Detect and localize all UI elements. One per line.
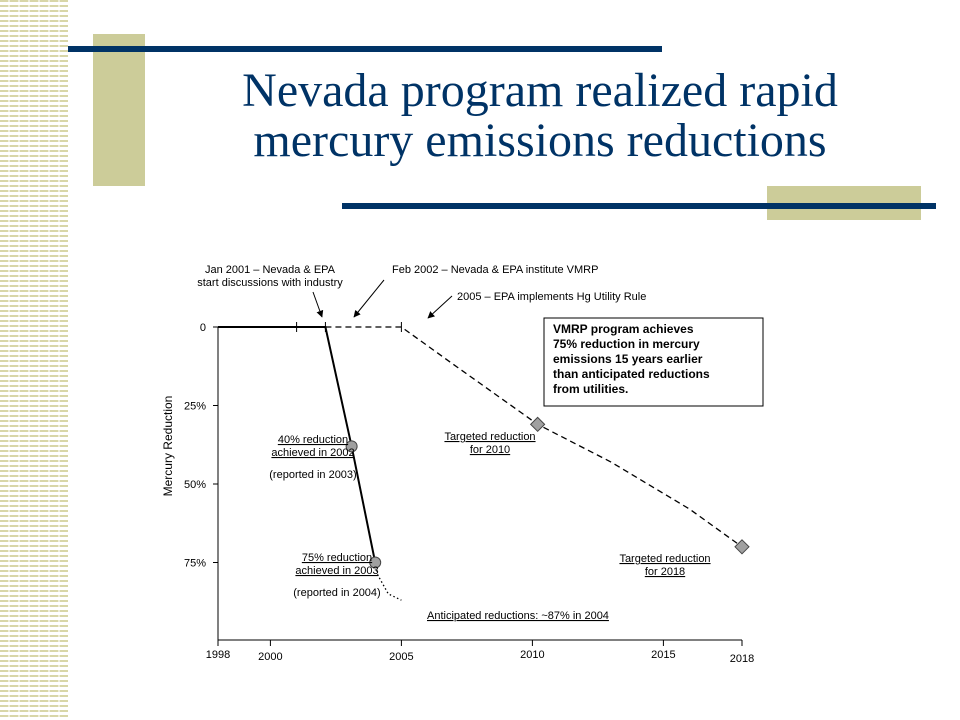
annotation-jan-2001: start discussions with industry	[197, 277, 343, 289]
decorative-stripes	[0, 0, 68, 720]
x-tick-label: 2000	[258, 651, 282, 663]
mercury-reduction-chart: 0 25% 50% 75% 1998 2000 2005 2010 2015 2018 Mercur…	[161, 264, 764, 665]
annotation-75-reported: (reported in 2004)	[293, 587, 380, 599]
annotation-75-reduction: 75% reduction	[302, 552, 372, 564]
annotation-40-reported: (reported in 2003)	[269, 469, 356, 481]
annotation-target-2010: Targeted reduction	[444, 431, 535, 443]
slide-title-line-1: Nevada program realized rapid	[242, 64, 838, 117]
annotation-feb-2002: Feb 2002 – Nevada & EPA institute VMRP	[392, 264, 598, 276]
x-tick-label: 1998	[206, 649, 230, 661]
chart-markers	[345, 416, 750, 569]
decor-navy-bar-bottom	[342, 203, 936, 209]
slide-title: Nevada program realized rapid mercury em…	[145, 66, 935, 166]
annotation-75-reduction: achieved in 2003	[295, 565, 378, 577]
annotation-box-line: from utilities.	[553, 382, 628, 396]
annotation-2005: 2005 – EPA implements Hg Utility Rule	[457, 291, 646, 303]
y-tick-label: 0	[200, 322, 206, 334]
slide-title-line-2: mercury emissions reductions	[253, 114, 827, 167]
annotation-box-line: emissions 15 years earlier	[553, 352, 703, 366]
y-tick-label: 25%	[184, 401, 206, 413]
annotation-anticipated: Anticipated reductions: ~87% in 2004	[427, 610, 609, 622]
decor-navy-bar-top	[68, 46, 662, 52]
data-point-diamond	[734, 539, 750, 555]
x-tick-label: 2018	[730, 653, 754, 665]
arrow-2005	[427, 295, 453, 319]
decor-olive-block-left	[93, 34, 145, 186]
data-point-circle	[345, 440, 358, 453]
arrow-jan-2001	[312, 291, 324, 318]
annotation-target-2010: for 2010	[470, 444, 510, 456]
annotation-target-2018: for 2018	[645, 566, 685, 578]
data-point-diamond	[529, 416, 546, 433]
x-tick-label: 2015	[651, 649, 675, 661]
y-axis-label: Mercury Reduction	[161, 396, 175, 497]
y-tick-label: 75%	[184, 558, 206, 570]
annotation-box	[543, 317, 764, 407]
annotation-box-line: 75% reduction in mercury	[553, 337, 700, 351]
arrow-feb-2002	[353, 279, 385, 318]
annotation-jan-2001: Jan 2001 – Nevada & EPA	[205, 264, 336, 276]
annotation-40-reduction: achieved in 2002	[271, 447, 354, 459]
y-tick-label: 50%	[184, 479, 206, 491]
data-point-circle	[369, 556, 382, 569]
annotation-40-reduction: 40% reduction	[278, 434, 348, 446]
annotation-box-line: than anticipated reductions	[553, 367, 710, 381]
chart-axes: 0 25% 50% 75% 1998 2000 2005 2010 2015 2018 Mercur…	[161, 322, 754, 665]
annotation-box-line: VMRP program achieves	[553, 322, 694, 336]
annotation-target-2018: Targeted reduction	[619, 553, 710, 565]
x-tick-label: 2005	[389, 651, 413, 663]
series-line-solid	[218, 326, 377, 563]
x-tick-label: 2010	[520, 649, 544, 661]
